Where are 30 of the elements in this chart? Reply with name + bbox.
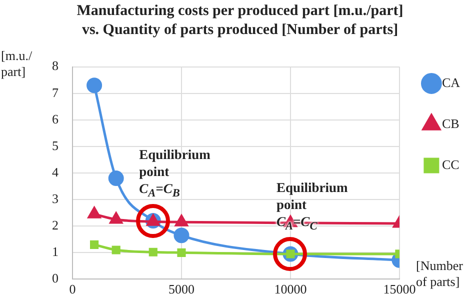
- y-axis-title: [m.u./part]: [1, 48, 34, 80]
- point: [90, 240, 99, 249]
- point: [174, 228, 190, 244]
- legend-label: CC: [442, 156, 460, 172]
- legend-label: CB: [442, 116, 460, 131]
- point: [175, 214, 188, 226]
- y-tick-label: 0: [52, 270, 58, 286]
- x-tick-label: 10000: [274, 281, 307, 296]
- point: [112, 246, 120, 254]
- y-tick-label: 1: [52, 244, 58, 260]
- y-tick-label: 4: [52, 164, 59, 180]
- point: [148, 248, 158, 256]
- y-tick-label: 8: [52, 58, 58, 74]
- point: [86, 78, 102, 94]
- y-tick-label: 3: [52, 190, 58, 206]
- point: [108, 170, 124, 186]
- x-tick-label: 0: [69, 281, 76, 296]
- x-tick-label: 15000: [383, 281, 416, 296]
- point: [177, 248, 186, 257]
- x-tick-label: 5000: [168, 281, 194, 296]
- chart-title: Manufacturing costs per produced part [m.u./part] vs. Quantity of parts produced [Number of parts]: [76, 2, 404, 40]
- y-tick-label: 7: [52, 84, 59, 100]
- y-tick-label: 5: [52, 138, 58, 153]
- point: [88, 206, 101, 218]
- y-tick-label: 6: [52, 111, 59, 126]
- x-axis-title: [Number of parts]: [416, 258, 464, 290]
- annotation: Equilibrium point C$_{A}$=C$_{B}$: [139, 146, 210, 202]
- legend-label: CA: [442, 74, 461, 90]
- point: [110, 212, 123, 224]
- y-tick-label: 2: [52, 218, 58, 233]
